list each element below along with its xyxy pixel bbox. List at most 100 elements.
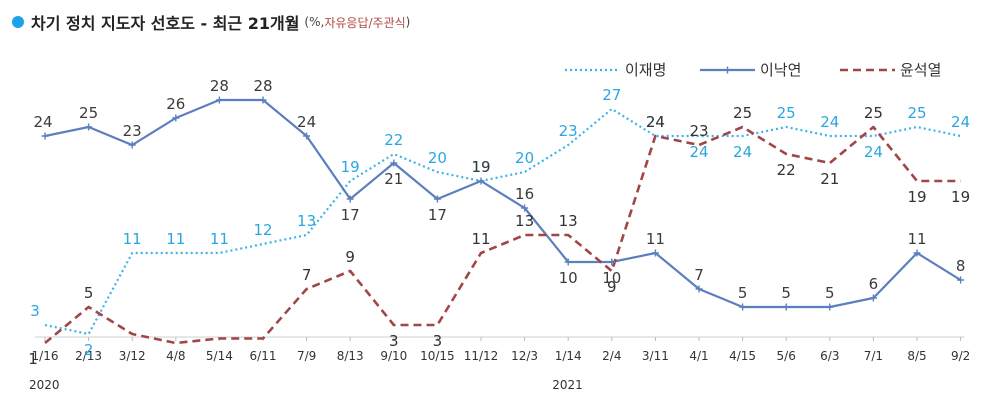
data-point [85,123,93,131]
x-tick-label: 6/3 [820,349,839,363]
data-point [259,96,267,104]
data-label: 17 [428,206,447,224]
x-tick-label: 2/13 [75,349,102,363]
data-label: 25 [733,104,752,122]
x-tick-label: 4/15 [729,349,756,363]
data-point [521,204,529,212]
data-point [739,303,747,311]
data-label: 24 [820,113,839,131]
legend-label: 이재명 [625,61,666,79]
title-close-paren: ) [405,15,411,29]
data-label: 11 [210,230,229,248]
x-tick-label: 11/12 [464,349,499,363]
data-label: 13 [559,212,578,230]
data-label: 28 [210,77,229,95]
data-label: 19 [907,188,926,206]
x-tick-label: 7/1 [864,349,883,363]
title-source-note: 자유응답/주관식 [324,15,406,30]
legend-label: 이낙연 [760,61,801,79]
chart-title: 차기 정치 지도자 선호도 - 최근 21개월 (%, 자유응답/주관식 ) [12,10,410,34]
data-point [215,96,223,104]
data-label: 9 [607,278,617,296]
x-tick-label: 12/3 [511,349,538,363]
x-axis: 1/16 2/13 3/12 4/8 5/14 6/11 7/9 8/13 9/10 10/15 1… [29,336,970,392]
title-bullet-icon [12,16,24,28]
data-label: 17 [341,206,360,224]
data-label: 13 [297,212,316,230]
data-label: 16 [515,185,534,203]
data-label: 5 [781,284,791,302]
data-label: 3 [30,302,40,320]
legend: 이재명 이낙연 윤석열 [565,61,941,79]
data-label: 21 [384,170,403,188]
x-tick-label: 8/5 [907,349,926,363]
data-label: 5 [84,284,94,302]
x-tick-label: 4/1 [689,349,708,363]
data-point [41,132,49,140]
data-point [172,114,180,122]
data-label: 11 [471,230,490,248]
data-label: 28 [253,77,272,95]
data-label: 26 [166,95,185,113]
data-label: 22 [777,161,796,179]
title-text: 차기 정치 지도자 선호도 - 최근 21개월 [31,14,300,33]
data-label: 24 [864,143,883,161]
data-label: 19 [471,158,490,176]
x-tick-label: 9/2 [951,349,970,363]
data-label: 20 [515,149,534,167]
x-tick-label: 8/13 [337,349,364,363]
data-point [346,195,354,203]
legend-marker [724,66,731,74]
data-point [128,141,136,149]
data-label: 24 [951,113,970,131]
data-point [608,258,616,266]
data-label: 8 [956,257,966,275]
data-label: 23 [689,122,708,140]
data-point [913,249,921,257]
data-label: 10 [559,269,578,287]
series-line-윤석열 [44,125,961,345]
data-label: 21 [820,170,839,188]
x-tick-label: 1/14 [555,349,582,363]
data-label: 19 [951,188,970,206]
x-tick-label: 7/9 [297,349,316,363]
data-label: 25 [777,104,796,122]
data-label: 13 [515,212,534,230]
x-tick-label: 1/16 [32,349,59,363]
data-point [477,177,485,185]
data-point [957,276,965,284]
data-label: 10 [602,269,621,287]
data-label: 24 [689,143,708,161]
x-tick-label: 5/14 [206,349,233,363]
series-lines [44,98,962,345]
data-label: 7 [694,266,704,284]
data-label: 25 [907,104,926,122]
data-label: 19 [341,158,360,176]
data-label: 11 [907,230,926,248]
title-unit: (%, [304,15,325,29]
data-label: 6 [869,275,879,293]
data-label: 11 [646,230,665,248]
data-label: 24 [33,113,52,131]
data-label: 9 [345,248,355,266]
data-label: 24 [733,143,752,161]
legend-label: 윤석열 [900,61,941,79]
data-point [826,303,834,311]
data-label: 25 [864,104,883,122]
series-line-이재명 [44,107,961,336]
x-tick-label: 3/11 [642,349,669,363]
x-tick-label: 9/10 [380,349,407,363]
data-label: 19 [471,158,490,176]
data-label: 22 [384,131,403,149]
x-tick-label: 4/8 [166,349,185,363]
series-line-이낙연 [44,98,962,309]
data-point [651,249,659,257]
data-point [695,285,703,293]
data-label: 12 [253,221,272,239]
data-label: 3 [433,332,443,350]
data-label: 1 [28,350,38,368]
x-tick-label: 3/12 [119,349,146,363]
data-label: 3 [389,332,399,350]
data-label: 5 [825,284,835,302]
